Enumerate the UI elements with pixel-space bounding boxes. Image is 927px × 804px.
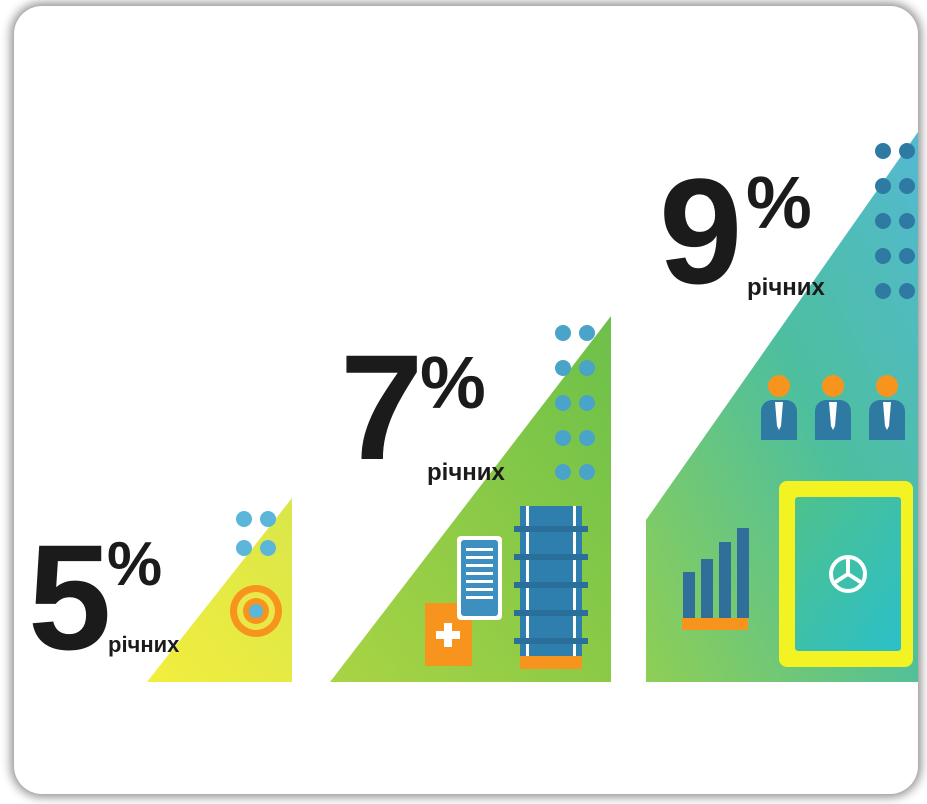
tier-7-unit: річних bbox=[427, 459, 505, 486]
bar-chart-icon bbox=[682, 528, 749, 630]
tier-7-value: 7 bbox=[340, 323, 423, 491]
coin-stack-icon bbox=[514, 506, 588, 669]
tier-9-dots bbox=[875, 143, 915, 299]
tier-9-value: 9 bbox=[659, 147, 742, 315]
tier-5-dots bbox=[236, 511, 276, 556]
people-icon bbox=[761, 375, 905, 440]
tier-7-dots bbox=[555, 325, 595, 480]
safe-icon bbox=[779, 481, 913, 667]
tier-5-percent-sign: % bbox=[107, 530, 163, 599]
tier-5-value: 5 bbox=[28, 513, 111, 681]
tier-9-unit: річних bbox=[747, 274, 825, 301]
document-icon bbox=[457, 536, 502, 620]
tier-5-unit: річних bbox=[108, 632, 180, 657]
tier-9-percent-sign: % bbox=[746, 161, 812, 244]
target-icon bbox=[230, 585, 282, 637]
tier-7-percent-sign: % bbox=[420, 341, 486, 424]
slide-frame: 5 % річних 7 % річних 9 % річних bbox=[14, 6, 918, 794]
infographic-art bbox=[147, 132, 918, 682]
